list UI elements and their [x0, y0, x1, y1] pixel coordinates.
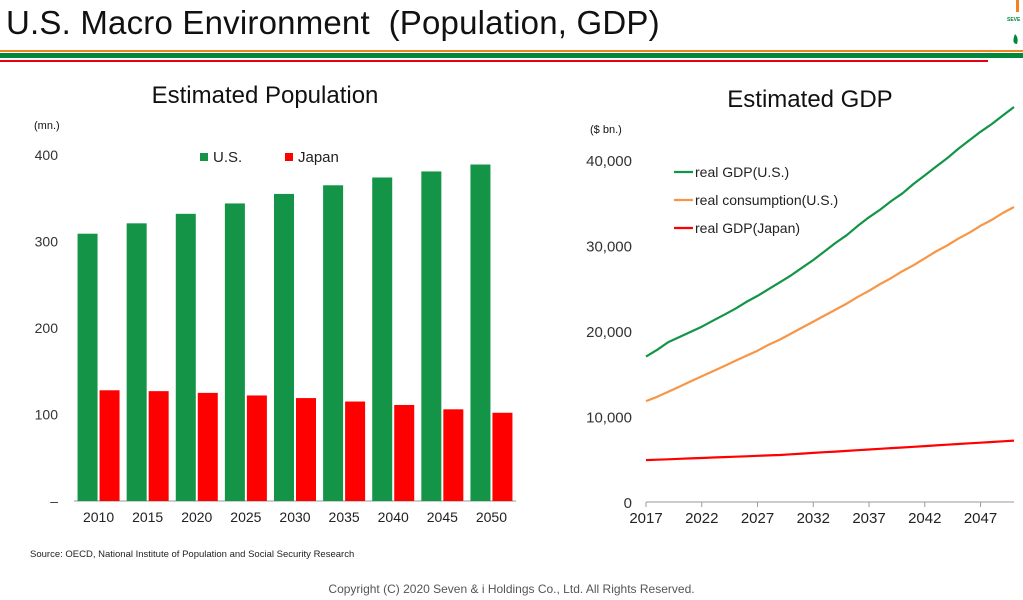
- population-bar-japan-2045: [443, 409, 464, 501]
- gdp-legend-label: real GDP(Japan): [695, 220, 800, 236]
- population-bar-us-2020: [175, 213, 196, 501]
- company-logo: SEVE: [997, 0, 1023, 52]
- gdp-x-tick-label: 2027: [741, 510, 774, 527]
- population-y-tick-label: –: [50, 493, 58, 509]
- population-bar-japan-2020: [197, 392, 218, 501]
- population-x-tick-label: 2030: [279, 509, 310, 525]
- header-rule-top: [0, 50, 1023, 52]
- logo-bar: [1016, 0, 1019, 12]
- population-legend-swatch-us: [200, 153, 208, 161]
- gdp-legend-label: real GDP(U.S.): [695, 164, 789, 180]
- population-bar-japan-2050: [492, 412, 513, 501]
- gdp-unit-label: ($ bn.): [590, 124, 622, 136]
- population-x-tick-label: 2015: [132, 509, 163, 525]
- population-y-tick-label: 400: [35, 147, 59, 163]
- population-bar-japan-2030: [296, 398, 316, 501]
- population-bar-japan-2010: [99, 390, 120, 501]
- population-y-tick-label: 100: [35, 407, 59, 423]
- gdp-x-tick-label: 2042: [908, 510, 941, 527]
- population-x-tick-label: 2025: [230, 509, 261, 525]
- population-x-tick-label: 2045: [427, 509, 458, 525]
- header-rule-bottom: [0, 60, 988, 62]
- gdp-x-tick-label: 2022: [685, 510, 718, 527]
- population-bar-japan-2035: [345, 401, 366, 501]
- population-bar-us-2010: [77, 233, 98, 501]
- gdp-y-tick-label: 20,000: [586, 324, 632, 341]
- population-chart-title: Estimated Population: [152, 82, 379, 109]
- population-bar-japan-2025: [246, 395, 267, 501]
- copyright-notice: Copyright (C) 2020 Seven & i Holdings Co…: [328, 582, 695, 596]
- population-bar-japan-2040: [394, 404, 415, 501]
- gdp-legend-label: real consumption(U.S.): [695, 192, 838, 208]
- source-note: Source: OECD, National Institute of Popu…: [30, 549, 355, 560]
- gdp-series-line-us-gdp: [645, 106, 1015, 358]
- gdp-x-tick-label: 2037: [852, 510, 885, 527]
- population-bar-us-2030: [274, 193, 294, 502]
- population-y-tick-label: 300: [35, 234, 59, 250]
- logo-text: SEVE: [1007, 17, 1021, 23]
- population-bar-us-2045: [421, 171, 442, 501]
- population-bar-japan-2015: [148, 391, 169, 501]
- population-legend-label: U.S.: [213, 149, 242, 166]
- gdp-y-tick-label: 0: [624, 495, 632, 512]
- population-bar-us-2040: [372, 177, 393, 502]
- population-bar-us-2050: [470, 164, 491, 501]
- gdp-x-tick-label: 2032: [797, 510, 830, 527]
- gdp-series-line-japan-gdp: [645, 439, 1015, 462]
- page-title: U.S. Macro Environment (Population, GDP): [6, 4, 660, 41]
- population-bar-us-2015: [126, 223, 147, 501]
- population-legend-label: Japan: [298, 149, 339, 166]
- gdp-chart-title: Estimated GDP: [727, 86, 892, 113]
- gdp-y-tick-label: 10,000: [586, 410, 632, 427]
- gdp-x-tick-label: 2047: [964, 510, 997, 527]
- population-unit-label: (mn.): [34, 120, 60, 132]
- gdp-y-tick-label: 30,000: [586, 239, 632, 256]
- gdp-y-tick-label: 40,000: [586, 153, 632, 170]
- population-bar-us-2035: [323, 185, 344, 501]
- gdp-x-tick-label: 2017: [629, 510, 662, 527]
- population-bar-us-2025: [224, 203, 245, 501]
- population-x-tick-label: 2040: [378, 509, 409, 525]
- population-x-tick-label: 2050: [476, 509, 507, 525]
- header-rule-green: [0, 53, 1023, 58]
- population-x-tick-label: 2020: [181, 509, 212, 525]
- population-legend-swatch-japan: [285, 153, 293, 161]
- gdp-series-line-us-consumption: [645, 206, 1015, 403]
- population-x-tick-label: 2035: [329, 509, 360, 525]
- population-x-tick-label: 2010: [83, 509, 114, 525]
- population-y-tick-label: 200: [35, 320, 59, 336]
- logo-leaf: [1013, 34, 1018, 44]
